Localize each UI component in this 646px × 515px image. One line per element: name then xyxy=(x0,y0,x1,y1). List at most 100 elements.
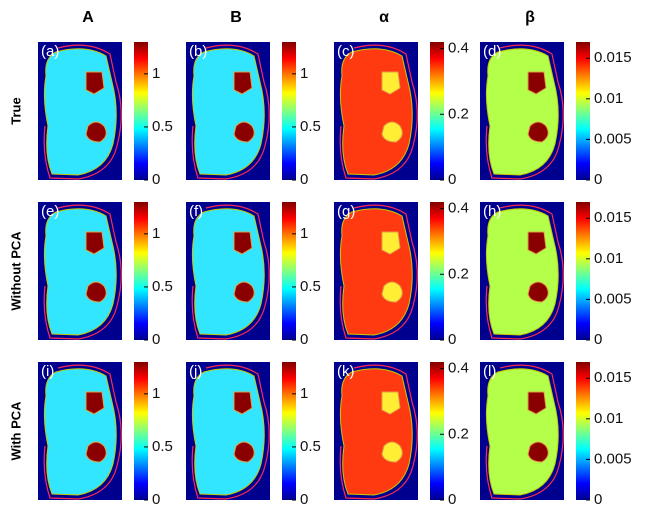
colorbar xyxy=(134,42,148,180)
organ-region xyxy=(43,48,117,176)
organ-region xyxy=(191,48,265,176)
panel-label: (a) xyxy=(41,43,59,60)
organ-region xyxy=(191,208,265,336)
organ-region xyxy=(485,208,559,336)
panel: (l) xyxy=(480,362,564,500)
panel: (i) xyxy=(38,362,122,500)
panel-label: (c) xyxy=(337,43,355,60)
inclusion xyxy=(527,71,547,95)
colorbar xyxy=(430,362,444,500)
inclusion xyxy=(527,121,549,143)
boundary-outline xyxy=(339,204,418,340)
colorbar xyxy=(576,362,590,500)
inclusion xyxy=(233,121,255,143)
boundary-outline xyxy=(43,364,122,500)
row-label: With PCA xyxy=(8,401,23,461)
boundary-outline xyxy=(191,44,270,180)
inclusion xyxy=(381,71,401,95)
column-header: α xyxy=(379,9,389,26)
colorbar-tick-label: 0.4 xyxy=(448,360,469,377)
boundary-outline xyxy=(43,204,122,340)
colorbar-tick-label: 0.01 xyxy=(594,250,623,267)
boundary-outline xyxy=(485,204,564,340)
colorbar-tick-label: 0.5 xyxy=(152,438,173,455)
colorbar-tick-label: 0.5 xyxy=(152,278,173,295)
colorbar xyxy=(430,42,444,180)
organ-region xyxy=(485,48,559,176)
inclusion xyxy=(85,121,107,143)
colorbar xyxy=(282,42,296,180)
panel-label: (e) xyxy=(41,203,59,220)
column-header: β xyxy=(525,9,535,26)
colorbar-tick-label: 0.4 xyxy=(448,40,469,57)
panel: (j) xyxy=(186,362,270,500)
colorbar-tick-label: 1 xyxy=(300,225,308,242)
colorbar-tick-label: 0 xyxy=(152,331,160,348)
panel: (g) xyxy=(334,202,418,340)
row-label: Without PCA xyxy=(8,231,23,311)
inclusion xyxy=(381,281,403,303)
organ-region xyxy=(43,208,117,336)
boundary-outline xyxy=(485,44,564,180)
panel-label: (d) xyxy=(483,43,501,60)
colorbar-tick-label: 0.5 xyxy=(300,118,321,135)
colorbar-tick-label: 0.5 xyxy=(152,118,173,135)
colorbar-tick-label: 1 xyxy=(152,385,160,402)
panel: (h) xyxy=(480,202,564,340)
inclusion xyxy=(527,231,547,255)
inclusion xyxy=(527,391,547,415)
colorbar-tick-label: 0 xyxy=(152,171,160,188)
colorbar xyxy=(134,362,148,500)
inclusion xyxy=(233,231,253,255)
inclusion xyxy=(233,441,255,463)
inclusion xyxy=(527,441,549,463)
panel-label: (g) xyxy=(337,203,355,220)
inclusion xyxy=(233,71,253,95)
panel: (a) xyxy=(38,42,122,180)
colorbar-tick-label: 0 xyxy=(152,491,160,508)
colorbar-tick-label: 1 xyxy=(152,65,160,82)
colorbar-tick-label: 0 xyxy=(300,171,308,188)
column-header: B xyxy=(230,9,242,26)
inclusion xyxy=(381,441,403,463)
colorbar-tick-label: 0 xyxy=(300,331,308,348)
colorbar xyxy=(430,202,444,340)
organ-region xyxy=(191,368,265,496)
panel: (e) xyxy=(38,202,122,340)
organ-region xyxy=(485,368,559,496)
colorbar xyxy=(576,202,590,340)
organ-region xyxy=(43,368,117,496)
panel: (b) xyxy=(186,42,270,180)
colorbar-tick-label: 0.015 xyxy=(594,209,632,226)
colorbar-tick-label: 0 xyxy=(448,491,456,508)
inclusion xyxy=(85,391,105,415)
panel-label: (i) xyxy=(41,363,54,380)
inclusion xyxy=(527,281,549,303)
organ-region xyxy=(339,208,413,336)
colorbar-tick-label: 0.01 xyxy=(594,90,623,107)
colorbar xyxy=(134,202,148,340)
column-header: A xyxy=(82,9,94,26)
boundary-outline xyxy=(485,364,564,500)
panel: (k) xyxy=(334,362,418,500)
inclusion xyxy=(233,281,255,303)
panel: (c) xyxy=(334,42,418,180)
colorbar-tick-label: 0.005 xyxy=(594,450,632,467)
colorbar xyxy=(282,202,296,340)
inclusion xyxy=(381,121,403,143)
colorbar-tick-label: 0.01 xyxy=(594,410,623,427)
panel-label: (f) xyxy=(189,203,203,220)
colorbar-tick-label: 0.2 xyxy=(448,105,469,122)
colorbar-tick-label: 0.015 xyxy=(594,369,632,386)
colorbar-tick-label: 0.015 xyxy=(594,49,632,66)
boundary-outline xyxy=(339,44,418,180)
colorbar-tick-label: 0.4 xyxy=(448,200,469,217)
panel-label: (l) xyxy=(483,363,496,380)
colorbar-tick-label: 0 xyxy=(448,331,456,348)
colorbar-tick-label: 0.005 xyxy=(594,130,632,147)
panel: (f) xyxy=(186,202,270,340)
inclusion xyxy=(381,391,401,415)
colorbar-tick-label: 0.5 xyxy=(300,278,321,295)
colorbar-tick-label: 0 xyxy=(300,491,308,508)
